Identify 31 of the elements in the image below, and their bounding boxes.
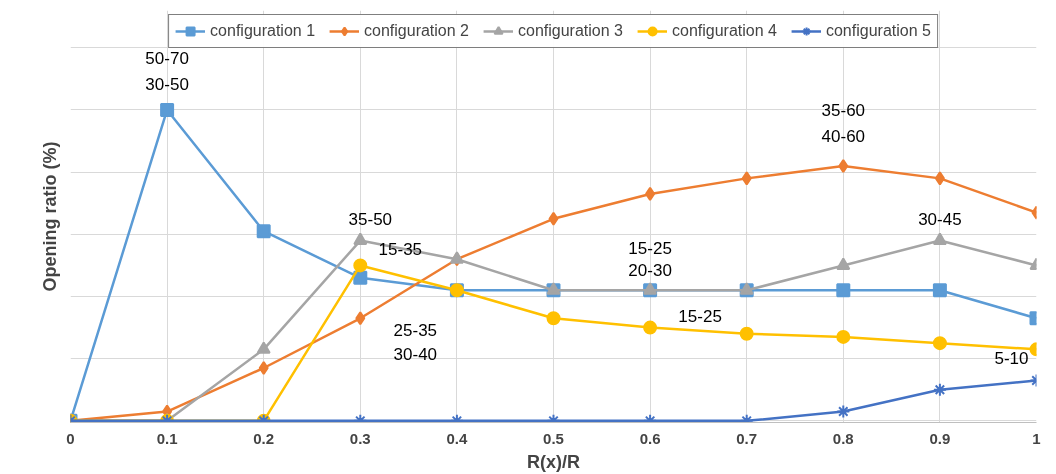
legend-label: configuration 4 [671,22,777,40]
annotation: 35-50 [348,209,393,229]
legend-label: configuration 3 [518,22,623,40]
x-tick-label: 0.9 [929,429,951,447]
x-tick-label: 0.8 [832,429,854,447]
x-tick-label: 0.7 [736,429,758,447]
legend-label: configuration 2 [364,22,470,40]
annotation: 5-10 [994,349,1029,369]
legend-label: configuration 1 [210,22,316,40]
x-tick-label: 0.6 [639,429,661,447]
x-tick-label: 0.4 [446,429,468,447]
annotation: 50-70 [145,48,189,68]
annotation: 40-60 [821,126,866,146]
y-axis-title: Opening ratio (%) [39,141,60,292]
annotation: 30-40 [393,345,438,365]
annotation: 30-50 [145,74,189,94]
annotation: 35-60 [821,100,866,120]
x-tick-label: 0.3 [349,429,371,447]
x-tick-label: 0.5 [543,429,564,447]
x-axis-title: R(x)/R [527,451,580,472]
x-tick-label: 0 [66,429,75,447]
x-tick-label: 0.1 [156,429,178,447]
x-tick-label: 1 [1032,429,1041,447]
annotation: 15-25 [628,239,672,259]
annotation: 25-35 [393,321,438,341]
x-tick-label: 0.2 [253,429,275,447]
annotation: 30-45 [918,209,962,229]
annotation: 15-25 [678,306,722,326]
legend-label: configuration 5 [825,22,931,40]
annotation: 20-30 [628,261,672,281]
annotation: 15-35 [378,240,423,260]
